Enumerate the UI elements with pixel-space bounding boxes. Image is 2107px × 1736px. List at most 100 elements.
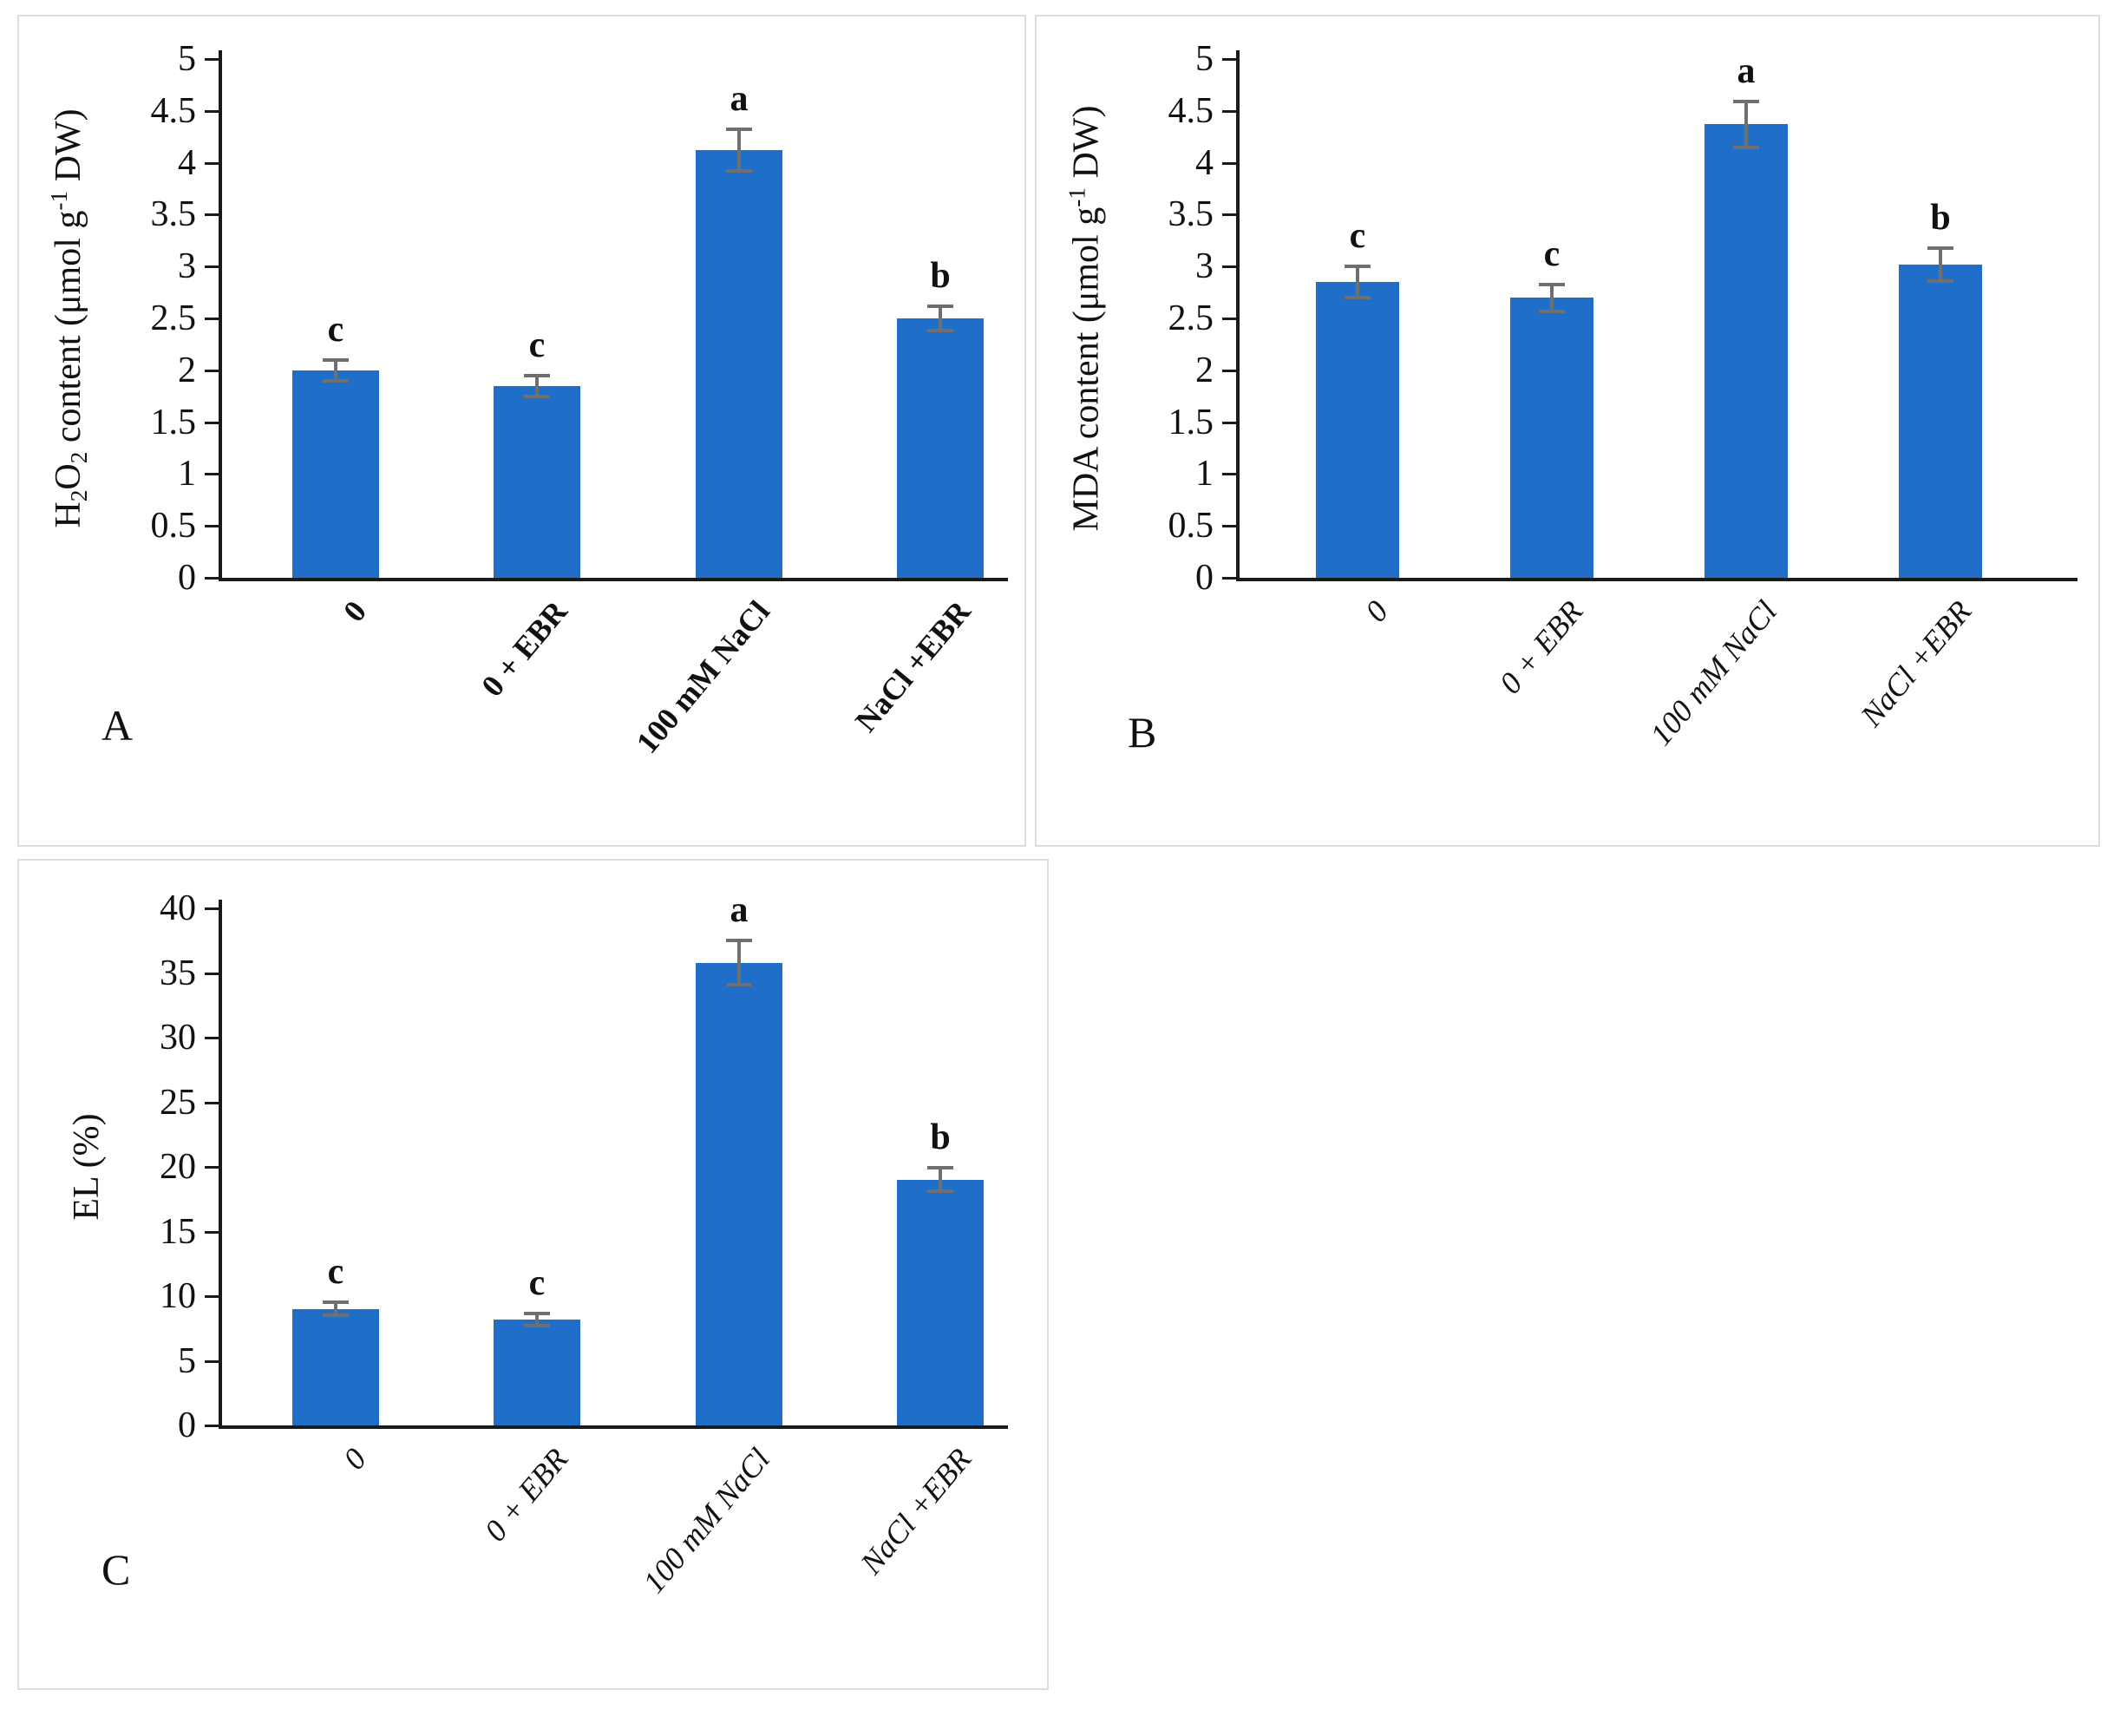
panel-letter-b: B <box>1128 708 1157 757</box>
error-bar-cap-bottom <box>323 1313 349 1318</box>
y-tick-mark <box>205 907 219 910</box>
error-bar-line <box>737 940 741 985</box>
significance-letter: c <box>528 1263 546 1304</box>
x-category-label: 0 + EBR <box>474 593 575 704</box>
error-bar-cap-bottom <box>726 982 752 986</box>
y-tick-mark <box>1222 58 1236 61</box>
error-bar-cap-top <box>1539 282 1565 286</box>
panel-letter-a: A <box>101 701 134 750</box>
error-bar-line <box>334 1302 337 1316</box>
y-tick-mark <box>1222 421 1236 424</box>
panel-mda-chart: B MDA content (μmol g-1 DW) 0 0.5 1 1.5 2 2.5 3… <box>1035 15 2100 847</box>
y-tick-mark <box>205 213 219 217</box>
x-category-label: NaCl +EBR <box>848 593 978 739</box>
error-bar-line <box>939 1168 942 1192</box>
error-bar-cap-bottom <box>927 329 953 333</box>
y-tick-mark <box>205 577 219 580</box>
x-category-label: NaCl +EBR <box>1853 593 1979 733</box>
y-axis-line <box>219 900 222 1429</box>
bar-0 + EBR <box>494 385 580 578</box>
y-tick-label: 3.5 <box>150 194 197 235</box>
error-bar-cap-top <box>323 1300 349 1305</box>
y-tick-label: 2.5 <box>1168 298 1214 338</box>
y-tick-mark <box>205 58 219 61</box>
bar-0 + EBR <box>494 1319 580 1425</box>
y-tick-label: 2 <box>1195 350 1214 390</box>
y-tick-label: 0.5 <box>150 506 197 547</box>
error-bar-cap-bottom <box>927 1189 953 1194</box>
bar-100 mM NaCl <box>1705 124 1788 578</box>
y-tick-label: 0 <box>178 558 196 598</box>
y-tick-mark <box>1222 213 1236 217</box>
error-bar-cap-top <box>524 373 550 377</box>
bar-0 <box>292 370 379 578</box>
y-tick-mark <box>1222 525 1236 528</box>
x-category-label: 0 <box>336 593 374 629</box>
y-tick-mark <box>1222 109 1236 113</box>
error-bar-line <box>535 1313 539 1326</box>
significance-letter: b <box>930 1117 951 1158</box>
bar-100 mM NaCl <box>696 962 782 1425</box>
error-bar-cap-bottom <box>1539 309 1565 313</box>
y-tick-mark <box>205 1230 219 1234</box>
bar-NaCl +EBR <box>897 318 984 578</box>
y-tick-label: 0 <box>1195 558 1214 598</box>
error-bar-cap-bottom <box>1345 296 1371 300</box>
y-tick-label: 0 <box>178 1405 196 1445</box>
y-tick-mark <box>205 473 219 476</box>
x-axis-line <box>219 578 1008 581</box>
significance-letter: c <box>1349 216 1366 257</box>
y-tick-label: 4.5 <box>1168 90 1214 131</box>
y-tick-label: 2 <box>178 350 196 390</box>
y-tick-mark <box>205 1295 219 1298</box>
significance-letter: a <box>730 890 749 931</box>
y-tick-label: 15 <box>160 1211 196 1252</box>
error-bar-cap-top <box>927 1166 953 1170</box>
y-tick-mark <box>205 421 219 424</box>
error-bar-line <box>334 359 337 381</box>
error-bar-cap-top <box>927 304 953 308</box>
y-tick-mark <box>205 161 219 165</box>
error-bar-line <box>737 129 741 172</box>
y-tick-mark <box>205 109 219 113</box>
x-category-label: 0 <box>336 1441 374 1477</box>
y-tick-label: 30 <box>160 1018 196 1058</box>
y-tick-label: 1 <box>178 454 196 495</box>
significance-letter: c <box>1543 233 1561 274</box>
panel-h2o2-chart: A H2O2 content (μmol g-1 DW) 0 0.5 1 1.5 2 2.5… <box>17 15 1026 847</box>
y-tick-label: 4 <box>178 142 196 183</box>
panel-letter-c: C <box>101 1545 131 1594</box>
y-tick-label: 5 <box>1195 39 1214 79</box>
y-tick-label: 5 <box>178 1340 196 1381</box>
x-category-label: NaCl +EBR <box>853 1441 978 1581</box>
y-tick-mark <box>205 369 219 372</box>
x-axis-line <box>219 1425 1008 1429</box>
y-tick-mark <box>205 265 219 269</box>
y-tick-label: 10 <box>160 1276 196 1316</box>
y-tick-label: 25 <box>160 1082 196 1123</box>
y-tick-mark <box>205 525 219 528</box>
significance-letter: b <box>930 255 951 296</box>
y-tick-label: 1 <box>1195 454 1214 495</box>
x-category-label: 0 + EBR <box>477 1441 575 1549</box>
error-bar-cap-top <box>524 1312 550 1316</box>
x-category-label: 0 + EBR <box>1492 593 1590 701</box>
significance-letter: a <box>730 79 749 120</box>
y-axis-line <box>219 50 222 581</box>
error-bar-cap-bottom <box>524 394 550 398</box>
x-category-label: 100 mM NaCl <box>636 1441 777 1600</box>
error-bar-cap-top <box>1345 265 1371 269</box>
error-bar-line <box>1550 284 1554 311</box>
error-bar-cap-bottom <box>1927 278 1953 283</box>
y-tick-label: 35 <box>160 953 196 993</box>
y-tick-label: 0.5 <box>1168 506 1214 547</box>
bar-0 <box>292 1308 379 1425</box>
bar-NaCl +EBR <box>897 1179 984 1425</box>
error-bar-cap-top <box>1733 100 1759 104</box>
significance-letter: a <box>1737 51 1756 92</box>
bar-NaCl +EBR <box>1899 264 1982 578</box>
significance-letter: c <box>528 324 546 365</box>
panel-el-chart: C EL (%) 0 5 10 15 20 25 30 35 40 c 0 c 0 + EBR a 100 m… <box>17 859 1049 1690</box>
error-bar-cap-bottom <box>323 378 349 383</box>
